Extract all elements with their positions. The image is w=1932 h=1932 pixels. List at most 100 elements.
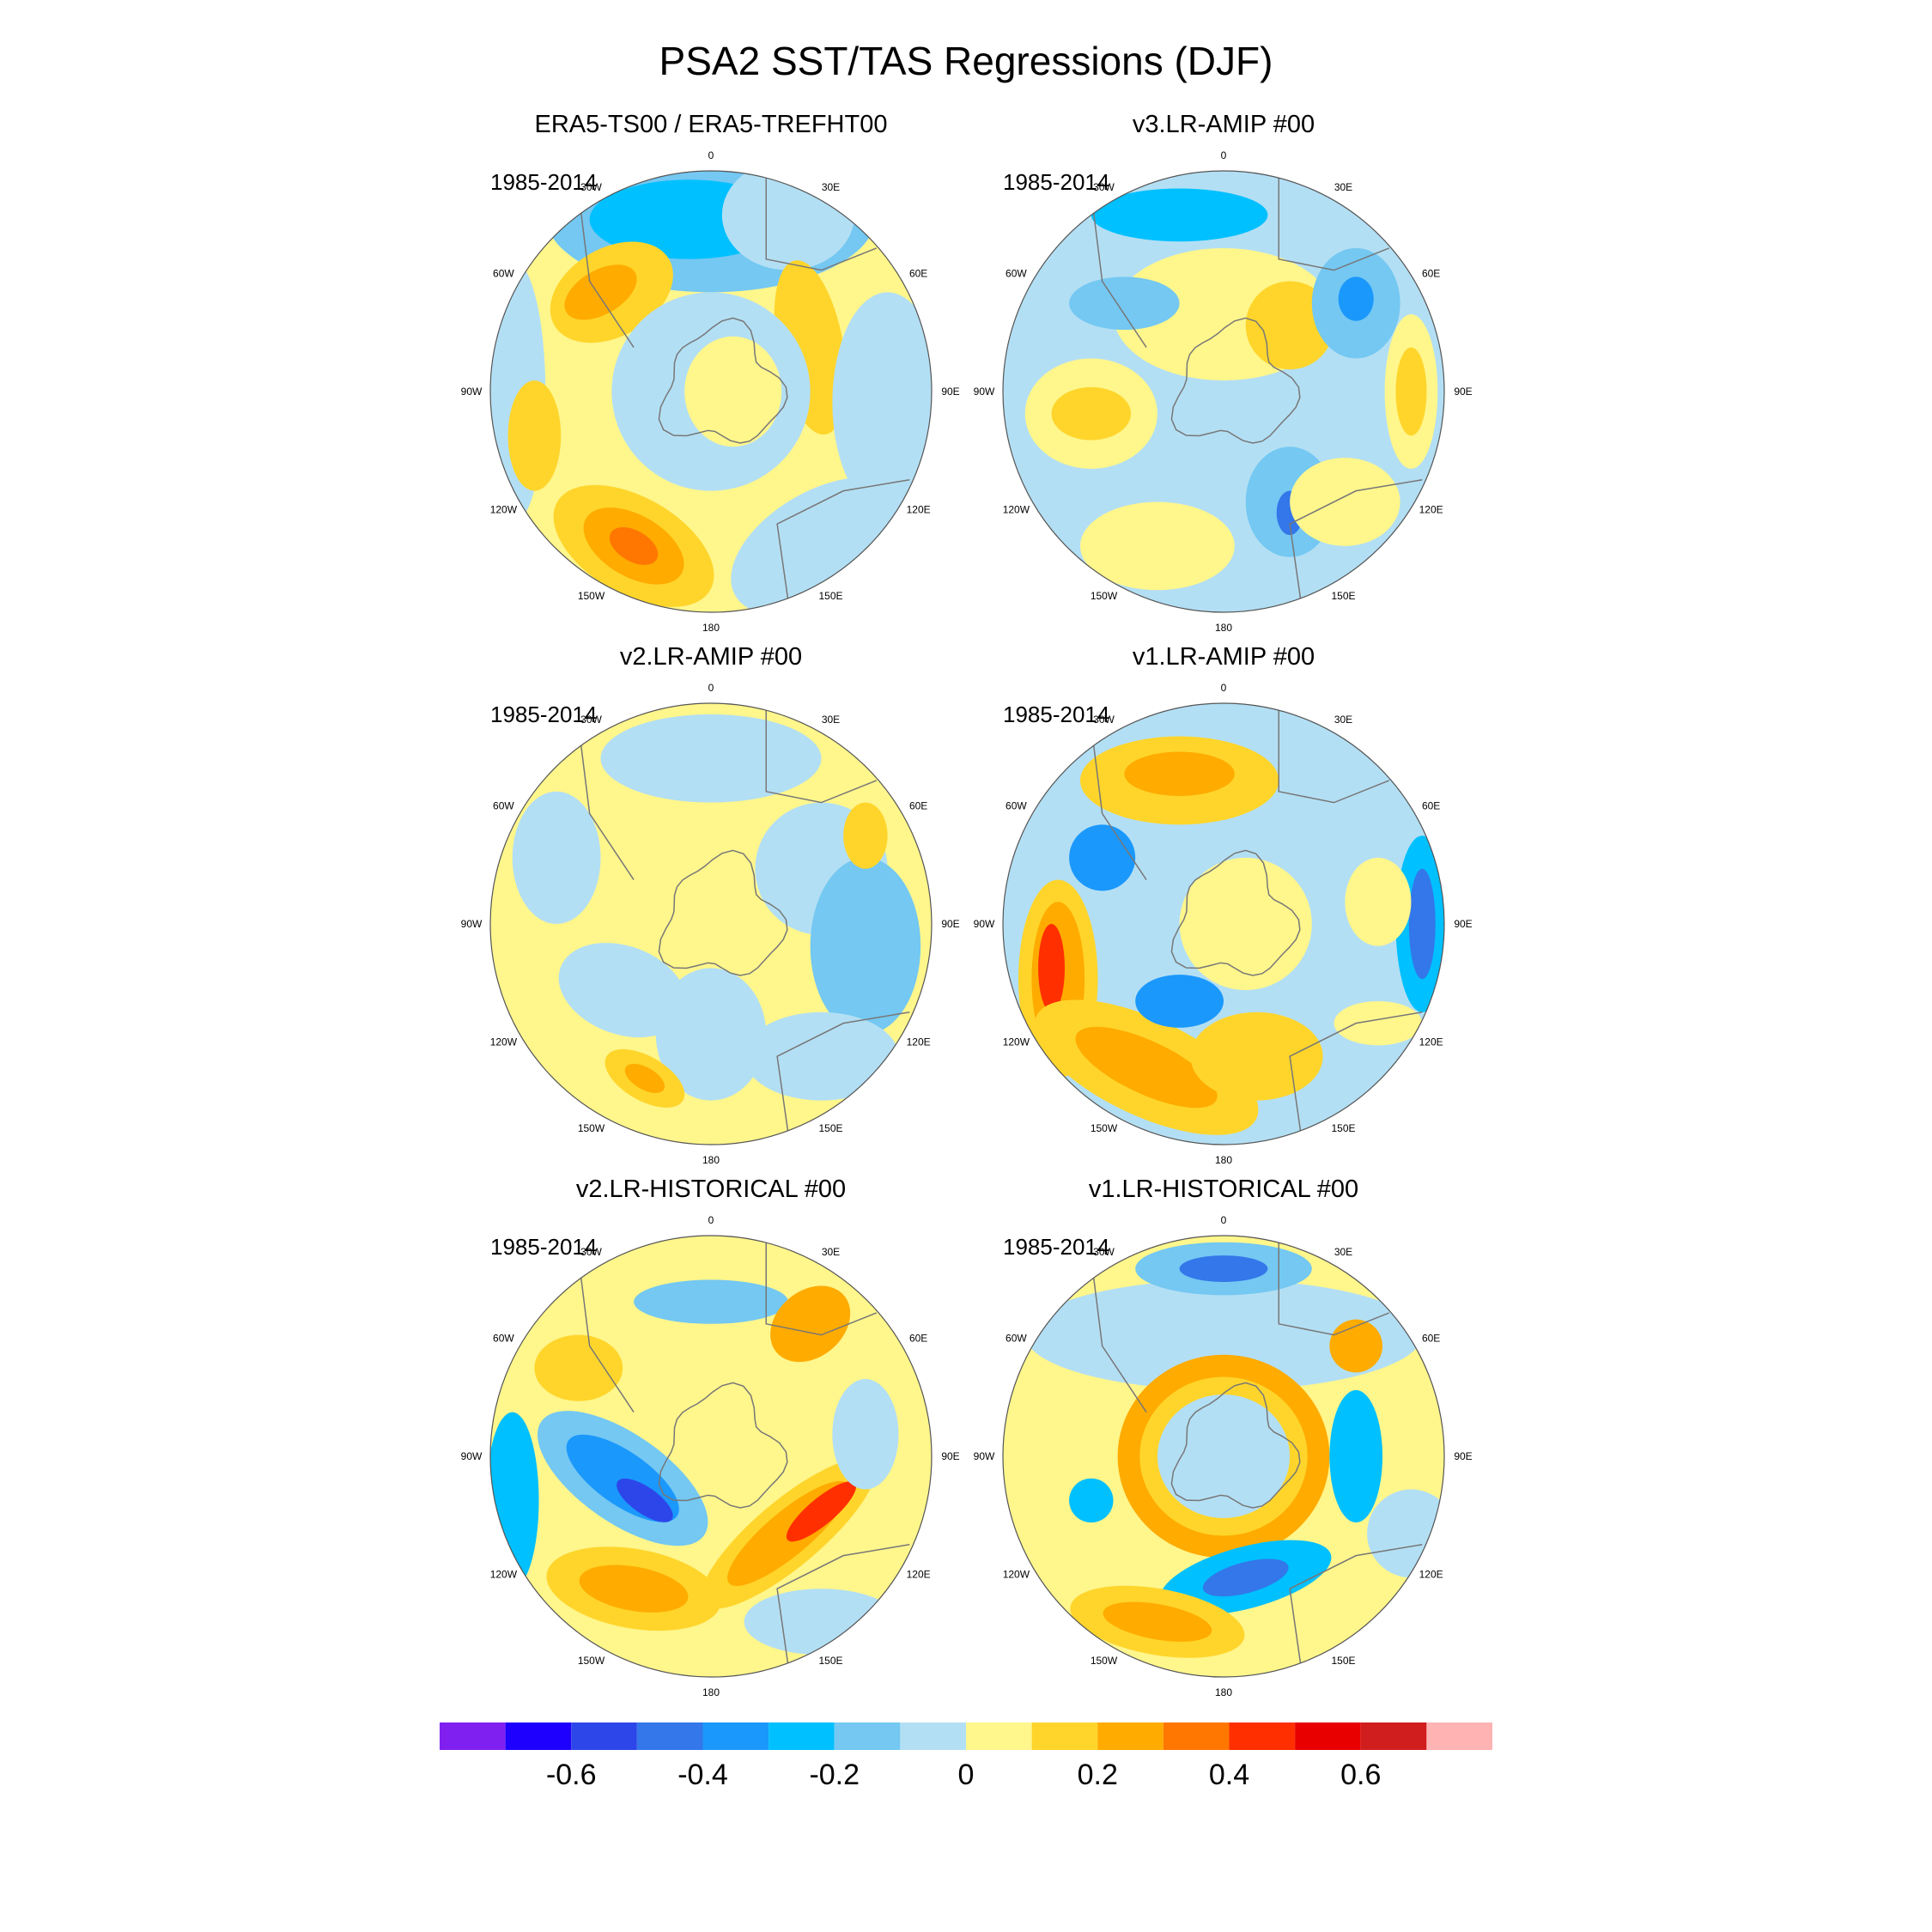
south-america-coastline (1091, 1257, 1147, 1413)
longitude-label: 60E (1422, 800, 1440, 812)
colorbar-swatch (1426, 1722, 1492, 1750)
australia-coastline (1289, 1012, 1423, 1134)
australia-coastline (776, 1544, 910, 1667)
contour-region (744, 1589, 899, 1656)
longitude-label: 180 (702, 1154, 720, 1166)
contour-region (1290, 458, 1400, 546)
contour-region (609, 526, 659, 565)
longitude-label: 90E (941, 386, 959, 398)
longitude-label: 30E (822, 181, 840, 193)
contour-region (1334, 1000, 1423, 1046)
longitude-label: 30W (580, 714, 602, 726)
longitude-label: 180 (702, 1686, 720, 1698)
longitude-label: 0 (1221, 1214, 1227, 1226)
contour-region (744, 1012, 899, 1101)
contour-region (1157, 1394, 1291, 1518)
contour-region (655, 968, 767, 1101)
colorbar-swatch (1295, 1722, 1361, 1750)
longitude-label: 60W (493, 268, 514, 280)
longitude-label: 60W (493, 800, 514, 812)
contour-region (721, 171, 855, 270)
contour-region (1079, 501, 1235, 591)
panel-title: ERA5-TS00 / ERA5-TREFHT00 (535, 111, 888, 138)
period-label: 1985-2014 (490, 702, 597, 727)
longitude-label: 120E (1419, 1569, 1443, 1581)
contour-region (1329, 1389, 1383, 1523)
contour-region (600, 714, 822, 803)
longitude-label: 150E (818, 1655, 842, 1667)
panel-title: v1.LR-HISTORICAL #00 (1089, 1176, 1358, 1203)
contour-region (1367, 1489, 1444, 1578)
contour-region (684, 336, 782, 447)
colorbar-tick-label: -0.4 (677, 1759, 728, 1791)
longitude-label: 120W (490, 1036, 518, 1048)
longitude-label: 150E (1331, 590, 1355, 602)
contour-region (1038, 924, 1065, 1012)
colorbar-swatch (702, 1722, 769, 1750)
australia-coastline (1289, 1544, 1423, 1667)
colorbar-tick-label: -0.6 (546, 1759, 597, 1791)
antarctica-coastline (658, 849, 788, 976)
colorbar-swatch (505, 1722, 572, 1750)
map-border (1002, 170, 1445, 613)
colorbar-swatch (440, 1722, 506, 1750)
australia-coastline (776, 479, 910, 602)
map-border (489, 702, 933, 1145)
longitude-label: 150W (578, 1655, 605, 1667)
colorbar-swatch (769, 1722, 835, 1750)
period-label: 1985-2014 (490, 1234, 597, 1260)
contour-region (1395, 347, 1427, 436)
longitude-label: 180 (702, 622, 720, 634)
antarctica-coastline (1170, 1382, 1301, 1509)
africa-coastline (765, 708, 878, 804)
contour-region (1190, 1012, 1323, 1101)
longitude-label: 30W (1093, 1246, 1115, 1258)
longitude-label: 0 (1221, 682, 1227, 694)
longitude-label: 30E (822, 1246, 840, 1258)
contour-region (1338, 276, 1374, 321)
contour-region (634, 1279, 788, 1324)
australia-coastline (776, 1012, 910, 1134)
longitude-label: 120W (490, 504, 518, 516)
longitude-label: 120E (907, 504, 931, 516)
colorbar-tick-label: 0.6 (1340, 1759, 1381, 1791)
longitude-label: 90E (1454, 1450, 1472, 1462)
contour-region (1408, 868, 1436, 980)
map-panel-3 (490, 703, 932, 1145)
longitude-label: 90E (1454, 386, 1472, 398)
longitude-label: 60E (1422, 1333, 1440, 1345)
longitude-label: 30W (1093, 181, 1115, 193)
longitude-label: 0 (1221, 149, 1227, 161)
colorbar-swatch (1360, 1722, 1427, 1750)
south-america-coastline (578, 1257, 635, 1413)
longitude-label: 150W (1091, 590, 1118, 602)
longitude-label: 60W (1005, 268, 1027, 280)
antarctica-coastline (658, 1382, 788, 1509)
longitude-label: 120E (907, 1569, 931, 1581)
contour-region (810, 857, 921, 1035)
contour-region (490, 1412, 539, 1589)
panel-title: v2.LR-HISTORICAL #00 (576, 1176, 846, 1203)
contour-region (832, 1379, 899, 1490)
contour-region (1179, 1255, 1268, 1282)
longitude-label: 30E (1334, 181, 1352, 193)
longitude-label: 90E (1454, 918, 1472, 930)
longitude-label: 60E (909, 268, 927, 280)
contour-region (1179, 857, 1312, 991)
longitude-label: 150E (1331, 1122, 1355, 1134)
longitude-label: 150E (818, 590, 842, 602)
contour-region (1345, 857, 1412, 946)
contour-region (1091, 188, 1268, 242)
longitude-label: 90W (461, 386, 483, 398)
contour-region (832, 292, 932, 513)
contour-region (1075, 1026, 1218, 1109)
africa-coastline (1278, 708, 1390, 804)
map-panel-5 (490, 1236, 932, 1677)
longitude-label: 150E (1331, 1655, 1355, 1667)
period-label: 1985-2014 (1003, 1234, 1109, 1260)
map-border (1002, 702, 1445, 1145)
colorbar-tick-label: 0.2 (1078, 1759, 1118, 1791)
contour-region (507, 380, 562, 491)
contour-region (1024, 1279, 1423, 1390)
map-panel-4 (1003, 703, 1444, 1145)
